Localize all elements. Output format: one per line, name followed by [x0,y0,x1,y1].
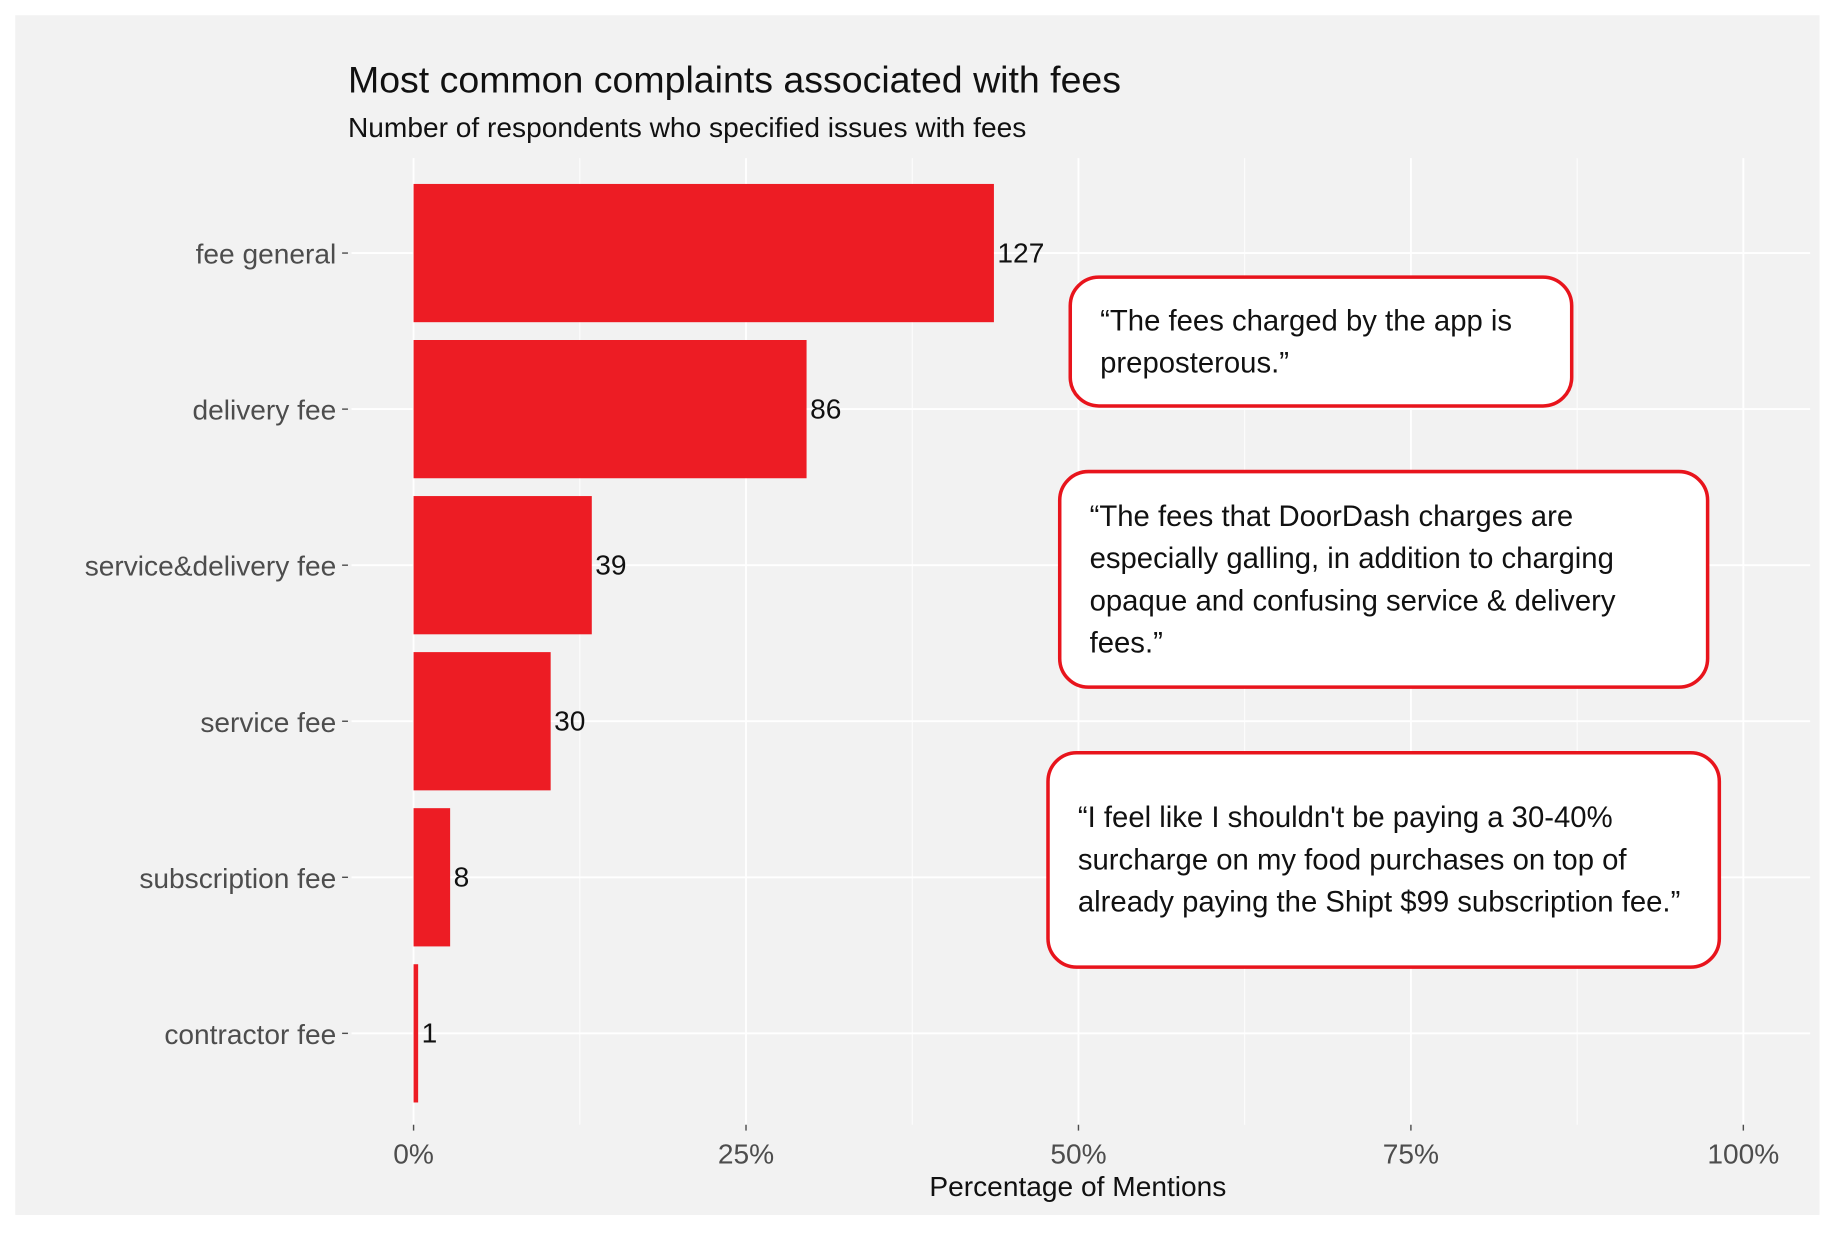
x-tick-label: 75% [1383,1138,1439,1169]
bar-service-fee [413,652,551,791]
quote-box-2: “The fees that DoorDash charges are espe… [1057,469,1710,689]
x-tick-label: 50% [1050,1138,1106,1169]
bar-subscription-fee [413,808,451,947]
data-label: 86 [810,393,841,424]
y-tick-label: delivery fee [192,395,336,426]
bar-fee-general [413,183,994,323]
x-tick-label: 100% [1707,1138,1779,1169]
x-tick-label: 0% [393,1138,434,1169]
quote-box-1: “The fees charged by the app is preposte… [1068,275,1574,408]
bar-contractor-fee [413,964,419,1103]
x-axis-title: Percentage of Mentions [929,1171,1227,1204]
chart-subtitle: Number of respondents who specified issu… [347,112,1027,145]
data-label: 30 [554,706,585,737]
y-tick-label: subscription fee [139,863,336,894]
data-label: 39 [595,550,626,581]
x-tick-label: 25% [718,1138,774,1169]
bar-delivery-fee [413,339,807,479]
y-tick-label: service fee [200,707,336,738]
chart-title: Most common complaints associated with f… [347,58,1122,101]
y-tick-label: service&delivery fee [85,551,337,582]
data-label: 1 [422,1018,438,1049]
bar-service-delivery-fee [413,496,592,635]
data-label: 8 [454,862,470,893]
data-label: 127 [997,237,1044,268]
quote-box-3: “I feel like I shouldn't be paying a 30-… [1046,750,1722,969]
y-tick-label: fee general [196,239,337,270]
y-tick-label: contractor fee [164,1019,336,1050]
